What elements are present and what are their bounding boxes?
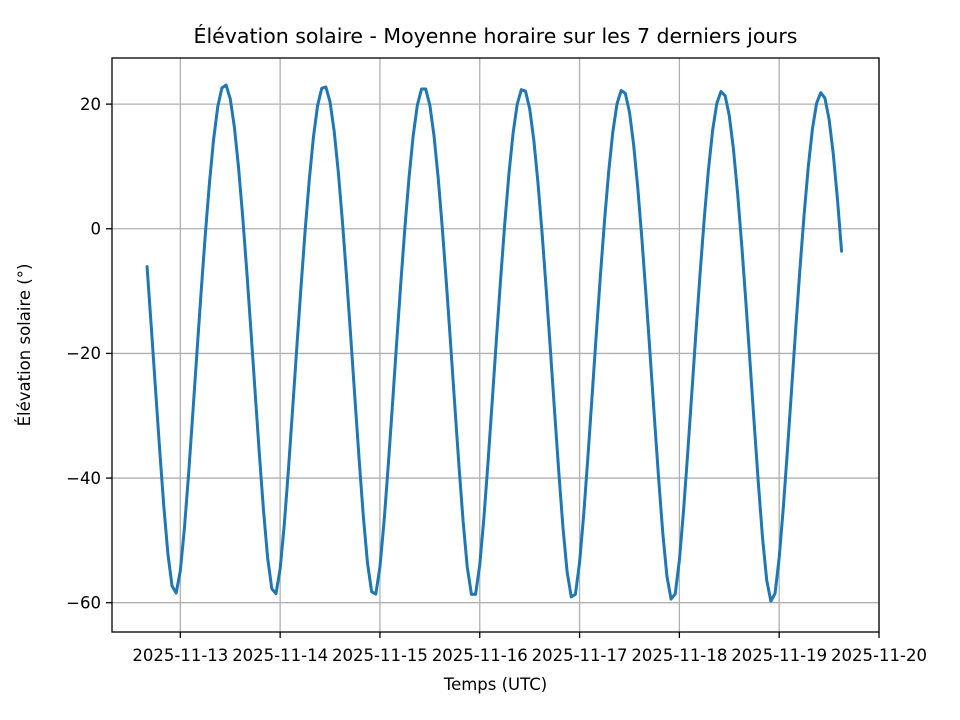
y-tick-label: −40 <box>66 469 101 488</box>
y-tick-label: −20 <box>66 344 101 363</box>
y-tick-label: −60 <box>66 593 101 612</box>
y-tick-label: 0 <box>91 219 102 238</box>
y-tick-label: 20 <box>80 95 101 114</box>
plot-area-border <box>111 57 880 633</box>
axis-text: Élévation solaire - Moyenne horaire sur … <box>15 23 927 694</box>
solar-elevation-line <box>145 83 844 603</box>
axes-spines-and-ticks <box>106 57 880 638</box>
x-tick-label: 2025-11-13 <box>132 646 228 665</box>
x-tick-label: 2025-11-18 <box>631 646 727 665</box>
x-tick-label: 2025-11-14 <box>232 646 328 665</box>
y-axis-label: Élévation solaire (°) <box>15 264 34 427</box>
x-tick-label: 2025-11-19 <box>731 646 827 665</box>
x-tick-label: 2025-11-16 <box>432 646 528 665</box>
x-tick-label: 2025-11-20 <box>831 646 927 665</box>
x-tick-label: 2025-11-15 <box>332 646 428 665</box>
data-series <box>145 83 844 603</box>
x-tick-label: 2025-11-17 <box>532 646 628 665</box>
chart-title: Élévation solaire - Moyenne horaire sur … <box>194 23 798 48</box>
x-axis-label: Temps (UTC) <box>443 675 547 694</box>
